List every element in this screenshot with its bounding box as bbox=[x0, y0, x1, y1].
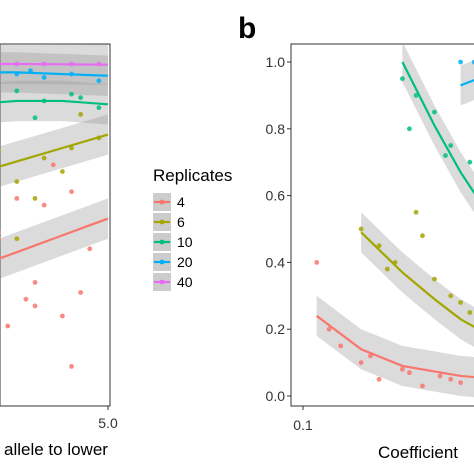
data-point bbox=[443, 153, 448, 158]
legend-label: 4 bbox=[177, 194, 185, 210]
data-point bbox=[432, 109, 437, 115]
trend-line-10 bbox=[401, 61, 474, 195]
data-point bbox=[32, 303, 38, 309]
x-axis-label: Coefficient bbox=[378, 443, 458, 462]
legend-label: 40 bbox=[177, 274, 193, 290]
panel-a-plot-area bbox=[0, 44, 109, 369]
legend-key-point bbox=[159, 199, 165, 205]
data-point bbox=[41, 75, 47, 80]
x-axis-label: allele to lower bbox=[4, 440, 108, 459]
data-point bbox=[407, 126, 412, 132]
data-point bbox=[467, 159, 473, 165]
data-point bbox=[50, 162, 56, 168]
data-point bbox=[60, 313, 65, 319]
legend-key-point bbox=[159, 279, 165, 285]
y-tick-label: 0.8 bbox=[266, 121, 286, 137]
data-point bbox=[338, 343, 344, 349]
data-point bbox=[413, 93, 419, 98]
data-point bbox=[471, 59, 474, 65]
data-point bbox=[467, 310, 473, 315]
y-tick-label: 0.0 bbox=[266, 388, 286, 404]
data-point bbox=[60, 169, 65, 174]
data-point bbox=[0, 149, 1, 154]
data-point bbox=[41, 202, 47, 208]
data-point bbox=[407, 370, 412, 376]
data-point bbox=[448, 376, 454, 382]
data-point bbox=[420, 233, 425, 239]
y-tick-label: 0.6 bbox=[266, 188, 286, 204]
legend-key-point bbox=[159, 219, 165, 225]
trend-line-10 bbox=[0, 99, 109, 106]
data-point bbox=[448, 293, 454, 299]
trend-line-6 bbox=[360, 231, 474, 329]
legend: Replicates 4 6 10 20 40 bbox=[153, 166, 232, 291]
data-point bbox=[358, 360, 364, 365]
x-tick-label: 0.1 bbox=[293, 417, 313, 433]
trend-line-4 bbox=[316, 314, 474, 379]
data-point bbox=[448, 143, 454, 148]
data-point bbox=[326, 326, 332, 332]
trend-line-4 bbox=[0, 217, 109, 260]
y-tick-label: 0.4 bbox=[266, 254, 286, 270]
data-point bbox=[32, 196, 38, 201]
data-point bbox=[458, 59, 463, 65]
data-point bbox=[376, 243, 382, 249]
data-point bbox=[420, 383, 425, 389]
legend-items: 4 6 10 20 40 bbox=[153, 193, 193, 291]
data-point bbox=[400, 76, 405, 82]
y-tick-label: 0.2 bbox=[266, 321, 286, 337]
x-tick-label: 5.0 bbox=[98, 415, 118, 431]
data-point bbox=[413, 209, 419, 215]
data-point bbox=[78, 112, 84, 117]
data-point bbox=[41, 155, 47, 161]
trend-line-20 bbox=[0, 71, 109, 77]
data-point bbox=[69, 189, 74, 195]
data-point bbox=[14, 196, 20, 201]
data-point bbox=[14, 88, 20, 94]
data-point bbox=[78, 290, 84, 295]
data-point bbox=[0, 230, 1, 234]
data-point bbox=[384, 266, 390, 272]
data-point bbox=[458, 300, 463, 305]
data-point bbox=[14, 236, 20, 242]
data-point bbox=[376, 376, 382, 382]
legend-title: Replicates bbox=[153, 166, 232, 185]
panel-b: b 1.0 0.8 0.6 0.4 0.2 0.0 0.1 Coefficient bbox=[238, 12, 474, 462]
data-point bbox=[32, 280, 38, 285]
data-point bbox=[432, 276, 437, 282]
data-point bbox=[437, 373, 443, 379]
data-point bbox=[358, 226, 364, 232]
legend-label: 20 bbox=[177, 254, 193, 270]
data-point bbox=[0, 236, 1, 241]
data-point bbox=[96, 105, 102, 111]
data-point bbox=[23, 296, 29, 302]
legend-label: 10 bbox=[177, 234, 193, 250]
data-point bbox=[32, 115, 38, 121]
data-point bbox=[69, 364, 74, 369]
y-tick-label: 1.0 bbox=[266, 54, 286, 70]
data-point bbox=[400, 366, 405, 372]
panel-a: 5.0 allele to lower bbox=[0, 43, 118, 459]
legend-label: 6 bbox=[177, 214, 185, 230]
panel-b-plot-area bbox=[314, 44, 474, 398]
trend-line-40 bbox=[0, 62, 109, 66]
data-point bbox=[78, 95, 84, 100]
trend-line-6 bbox=[0, 133, 109, 168]
confidence-band-6 bbox=[361, 212, 474, 347]
data-point bbox=[5, 323, 11, 329]
data-point bbox=[458, 380, 463, 386]
y-axis-ticks: 1.0 0.8 0.6 0.4 0.2 0.0 bbox=[266, 54, 291, 404]
data-point bbox=[69, 91, 74, 97]
data-point bbox=[14, 179, 20, 185]
legend-key-point bbox=[159, 239, 165, 245]
confidence-band-10 bbox=[402, 44, 474, 213]
data-point bbox=[368, 353, 373, 359]
panel-label: b bbox=[238, 12, 256, 45]
data-point bbox=[314, 260, 320, 265]
data-point bbox=[96, 78, 102, 84]
data-point bbox=[87, 246, 93, 252]
legend-key-point bbox=[159, 259, 165, 265]
